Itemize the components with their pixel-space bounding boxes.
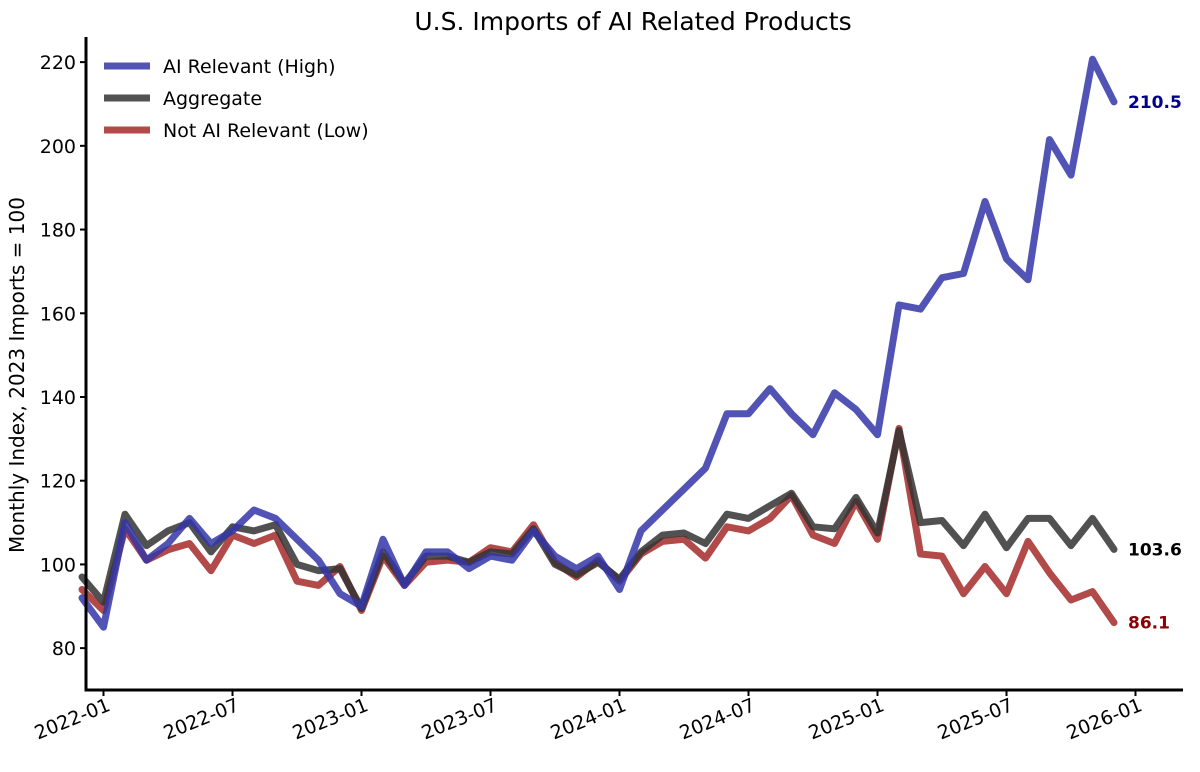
- end-labels: 210.5 103.6 86.1: [1128, 93, 1182, 634]
- x-tick-label: 2022-01: [32, 694, 114, 744]
- x-tick-label: 2025-07: [935, 694, 1017, 744]
- legend-label-not-ai-relevant-low: Not AI Relevant (Low): [163, 120, 369, 142]
- y-tick-label: 160: [40, 303, 76, 325]
- y-tick-label: 80: [52, 638, 76, 660]
- y-tick-label: 180: [40, 220, 76, 242]
- end-label-aggregate: 103.6: [1128, 540, 1182, 560]
- end-label-not-ai-relevant-low: 86.1: [1128, 614, 1170, 634]
- chart-title: U.S. Imports of AI Related Products: [414, 7, 851, 36]
- x-tick-label: 2026-01: [1064, 694, 1146, 744]
- legend: AI Relevant (High) Aggregate Not AI Releva…: [104, 56, 369, 142]
- y-tick-label: 200: [40, 136, 76, 158]
- ticks-layer: 80 100 120 140 160 180 200 220 2022-01 2022-07 202…: [32, 52, 1146, 744]
- y-tick-label: 100: [40, 554, 76, 576]
- x-tick-label: 2024-01: [548, 694, 630, 744]
- x-tick-label: 2024-07: [677, 694, 759, 744]
- y-tick-label: 120: [40, 471, 76, 493]
- y-axis-label: Monthly Index, 2023 Imports = 100: [5, 197, 29, 553]
- y-tick-label: 140: [40, 387, 76, 409]
- x-tick-label: 2025-01: [806, 694, 888, 744]
- x-tick-label: 2023-01: [290, 694, 372, 744]
- legend-label-aggregate: Aggregate: [163, 88, 262, 110]
- legend-label-ai-relevant-high: AI Relevant (High): [163, 56, 336, 78]
- y-tick-label: 220: [40, 52, 76, 74]
- series-layer: [78, 55, 1118, 631]
- x-tick-label: 2022-07: [161, 694, 243, 744]
- series-line-ai-relevant-high: [78, 55, 1118, 631]
- end-label-ai-relevant-high: 210.5: [1128, 93, 1182, 113]
- x-tick-label: 2023-07: [419, 694, 501, 744]
